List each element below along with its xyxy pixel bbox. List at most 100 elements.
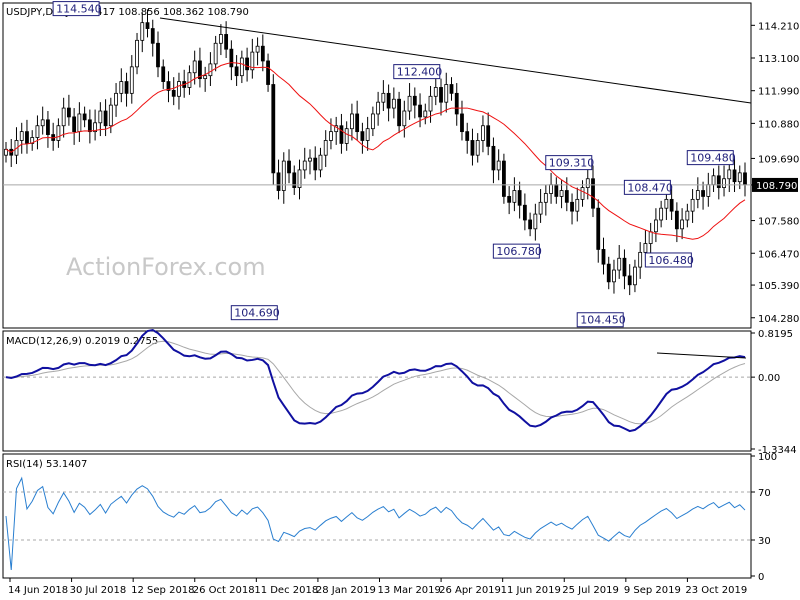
candle-body	[622, 257, 627, 277]
candle-body	[255, 45, 260, 53]
candle-body	[260, 45, 265, 62]
x-tick-label: 9 Sep 2019	[624, 585, 681, 596]
rsi-panel: RSI(14) 53.1407 100 70 30 0	[2, 452, 777, 583]
rsi-tick-label: 30	[758, 536, 771, 547]
current-price-box	[752, 177, 798, 192]
candle-body	[313, 157, 318, 171]
annotation-label: 114.540	[56, 3, 102, 16]
candle-body	[323, 140, 328, 156]
candle-body	[601, 249, 606, 265]
price-tick-label: 114.210	[758, 21, 799, 32]
x-tick-label: 12 Sep 2018	[131, 585, 194, 596]
candle-body	[528, 219, 533, 230]
candle-body	[627, 275, 632, 286]
candle-body	[292, 172, 297, 188]
candle-body	[386, 92, 391, 109]
candle-body	[25, 131, 29, 144]
candle-body	[507, 196, 512, 203]
candle-body	[674, 210, 679, 230]
candle-body	[266, 60, 270, 85]
candle-body	[580, 187, 585, 200]
candle-body	[575, 198, 580, 212]
candle-body	[72, 116, 77, 133]
x-tick-label: 11 Dec 2018	[254, 585, 318, 596]
price-panel: ActionForex.com USDJPY,Daily 108.417 108…	[2, 1, 799, 329]
candle-body	[40, 119, 45, 127]
candle-body	[77, 113, 82, 133]
price-axis: 114.210 113.100 111.990 110.880 109.690 107.5…	[751, 21, 799, 325]
candle-body	[428, 95, 433, 112]
candle-body	[124, 81, 129, 94]
candle-body	[701, 190, 705, 197]
candle-body	[245, 57, 249, 71]
macd-signal-line	[5, 340, 746, 425]
candle-body	[192, 60, 197, 74]
candle-body	[103, 110, 108, 127]
candle-body	[727, 169, 732, 180]
annotation-box	[623, 179, 671, 195]
candle-body	[308, 157, 312, 162]
macd-panel: MACD(12,26,9) 0.2019 0.2755 0.8195 0.00 -1…	[2, 328, 797, 456]
candle-body	[475, 140, 480, 156]
candle-body	[156, 42, 160, 68]
annotation-box	[230, 305, 278, 321]
candle-body	[654, 219, 658, 233]
candle-body	[570, 201, 574, 212]
price-tick-label: 110.880	[758, 119, 799, 130]
candle-body	[98, 110, 103, 124]
annotation-box	[393, 64, 441, 80]
candle-body	[329, 131, 333, 141]
candle-body	[585, 178, 590, 188]
candle-body	[743, 172, 747, 186]
candle-body	[695, 190, 700, 200]
annotation-label: 109.480	[690, 152, 736, 165]
candle-body	[355, 113, 360, 133]
annotation-label: 108.470	[627, 181, 673, 194]
candle-body	[538, 201, 543, 215]
candle-body	[706, 184, 711, 197]
candle-body	[339, 125, 344, 144]
candle-body	[596, 207, 601, 250]
candle-body	[685, 210, 690, 221]
candle-body	[140, 22, 145, 41]
candle-body	[46, 119, 50, 135]
candle-body	[171, 90, 176, 97]
candle-body	[612, 269, 616, 283]
rsi-tick-label: 70	[758, 488, 771, 499]
annotation-label: 104.690	[234, 307, 279, 320]
candle-body	[56, 125, 61, 141]
annotation-label: 109.310	[549, 157, 595, 170]
annotation-box	[644, 252, 692, 268]
x-tick-label: 28 Jan 2019	[316, 585, 376, 596]
trendline	[159, 17, 752, 104]
candle-body	[370, 113, 375, 130]
candle-body	[418, 104, 422, 118]
annotation-box	[686, 150, 734, 166]
candle-body	[318, 154, 323, 171]
candle-body	[276, 172, 281, 191]
candle-body	[381, 92, 386, 103]
candle-body	[711, 175, 716, 186]
candle-body	[449, 84, 454, 94]
candle-body	[114, 92, 118, 106]
x-tick-label: 14 Jun 2018	[8, 585, 68, 596]
watermark: ActionForex.com	[66, 253, 266, 281]
annotation-box	[52, 1, 100, 17]
candle-body	[391, 98, 396, 109]
rsi-tick-label: 0	[758, 572, 764, 583]
macd-tick-label: 0.00	[758, 373, 780, 384]
annotation-label: 112.400	[397, 66, 443, 79]
candle-body	[218, 34, 223, 44]
candle-body	[297, 169, 302, 188]
candle-body	[198, 60, 202, 80]
rsi-tick-label: 100	[758, 452, 777, 463]
candle-body	[716, 175, 721, 188]
candle-body	[129, 66, 134, 94]
price-tick-label: 107.580	[758, 217, 799, 228]
candle-body	[365, 128, 370, 141]
candle-body	[166, 81, 171, 91]
x-tick-label: 23 Oct 2019	[685, 585, 747, 596]
price-tick-label: 113.100	[758, 54, 799, 65]
candle-body	[638, 251, 643, 268]
candle-body	[87, 119, 92, 133]
